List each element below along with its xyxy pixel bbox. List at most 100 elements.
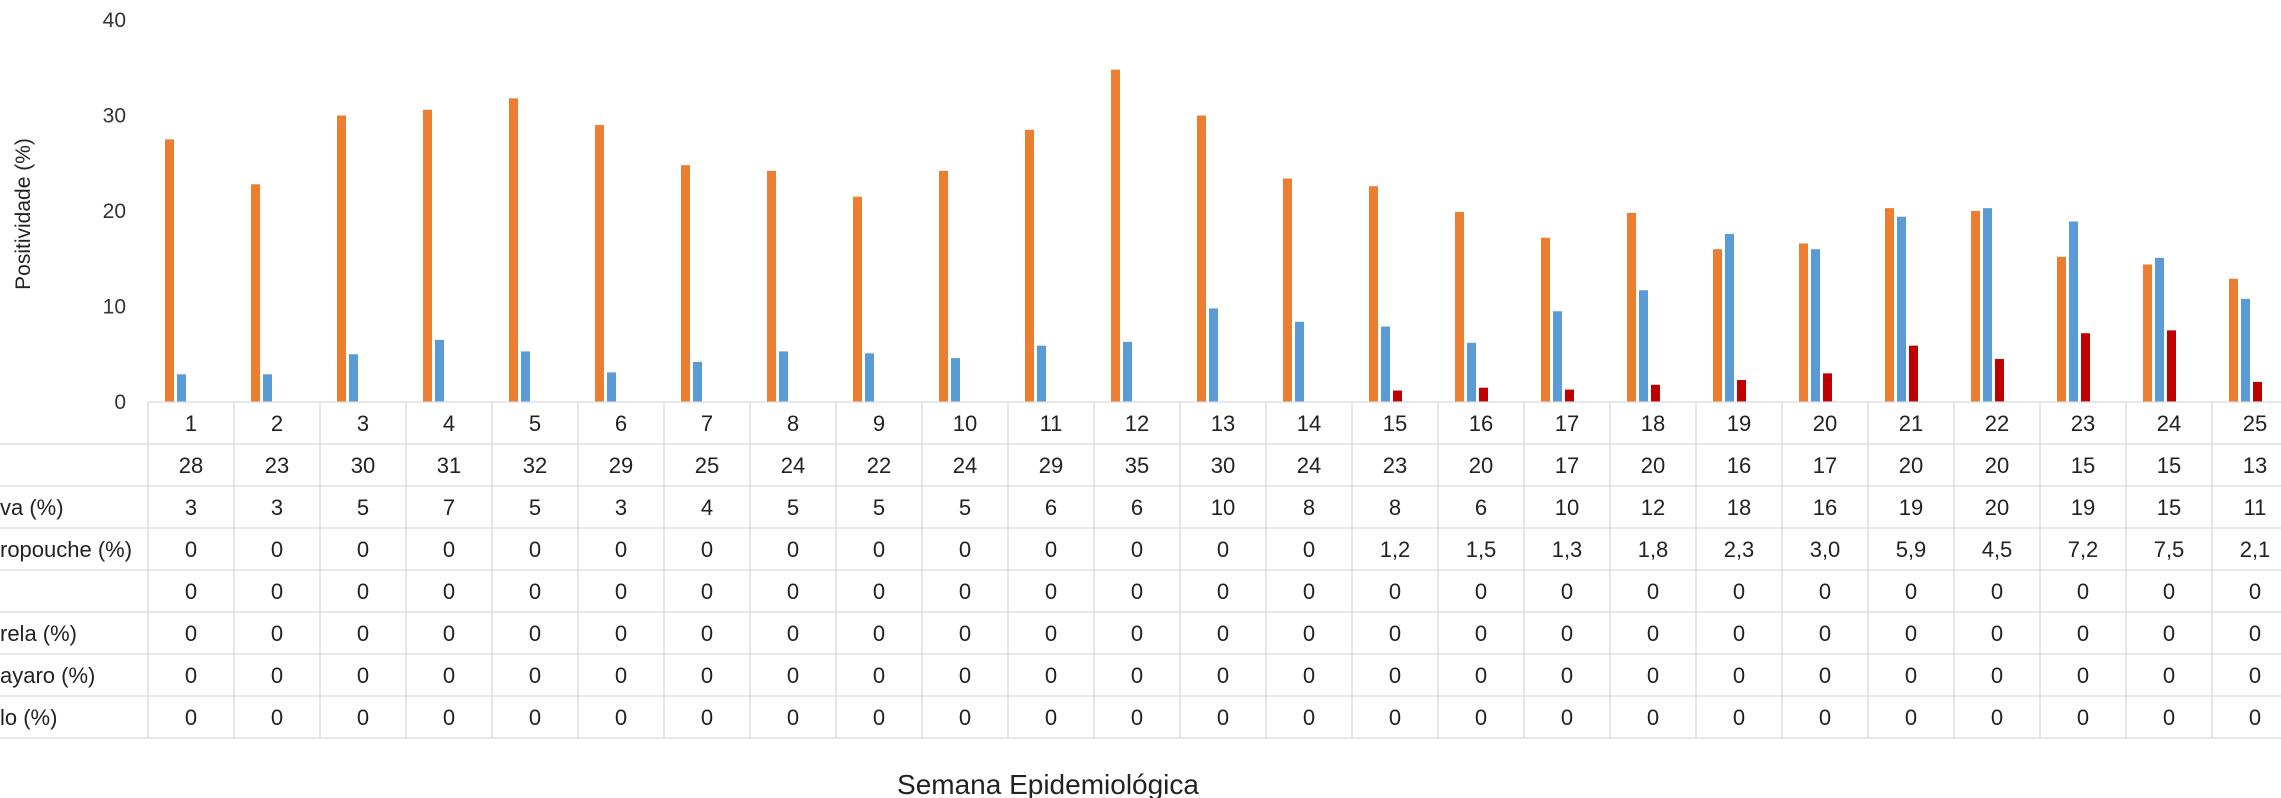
bar-s0-c19 (1713, 249, 1722, 402)
data-label-s2-c13: 0 (1217, 537, 1229, 562)
bar-s0-c14 (1283, 178, 1292, 402)
data-label-s4-c7: 0 (701, 621, 713, 646)
bar-s0-c20 (1799, 243, 1808, 402)
row-label-4: rela (%) (0, 621, 77, 646)
x-tick-label-19: 19 (1727, 411, 1751, 436)
data-label-s5-c9: 0 (873, 663, 885, 688)
data-label-s6-c21: 0 (1905, 705, 1917, 730)
bar-s0-c15 (1369, 186, 1378, 402)
data-label-s2-c8: 0 (787, 537, 799, 562)
data-label-s4-c4: 0 (443, 621, 455, 646)
x-tick-label-7: 7 (701, 411, 713, 436)
data-label-s6-c10: 0 (959, 705, 971, 730)
bar-s0-c18 (1627, 212, 1636, 402)
data-label-s1-c23: 19 (2071, 495, 2095, 520)
x-tick-label-20: 20 (1813, 411, 1837, 436)
data-label-s5-c12: 0 (1131, 663, 1143, 688)
data-label-s2-c5: 0 (529, 537, 541, 562)
bar-s0-c5 (509, 98, 518, 402)
data-label-s1-c18: 12 (1641, 495, 1665, 520)
data-label-s4-c16: 0 (1475, 621, 1487, 646)
x-tick-label-4: 4 (443, 411, 455, 436)
data-label-s6-c14: 0 (1303, 705, 1315, 730)
bar-s0-c1 (165, 139, 174, 402)
x-tick-label-9: 9 (873, 411, 885, 436)
bar-s2-c22 (1995, 359, 2004, 402)
data-label-s6-c15: 0 (1389, 705, 1401, 730)
bar-s0-c3 (337, 115, 346, 402)
data-label-s6-c22: 0 (1991, 705, 2003, 730)
bar-s2-c21 (1909, 345, 1918, 402)
data-label-s5-c21: 0 (1905, 663, 1917, 688)
data-label-s2-c2: 0 (271, 537, 283, 562)
data-label-s2-c14: 0 (1303, 537, 1315, 562)
data-label-s5-c13: 0 (1217, 663, 1229, 688)
data-label-s5-c15: 0 (1389, 663, 1401, 688)
x-tick-label-21: 21 (1899, 411, 1923, 436)
x-tick-label-2: 2 (271, 411, 283, 436)
data-label-s4-c25: 0 (2249, 621, 2261, 646)
data-label-s4-c20: 0 (1819, 621, 1831, 646)
bar-s0-c24 (2143, 264, 2152, 402)
data-label-s4-c8: 0 (787, 621, 799, 646)
data-label-s6-c8: 0 (787, 705, 799, 730)
data-label-s5-c25: 0 (2249, 663, 2261, 688)
data-label-s1-c9: 5 (873, 495, 885, 520)
data-label-s6-c23: 0 (2077, 705, 2089, 730)
data-label-s1-c5: 5 (529, 495, 541, 520)
data-label-s1-c24: 15 (2157, 495, 2181, 520)
data-label-s2-c19: 2,3 (1724, 537, 1755, 562)
data-label-s5-c5: 0 (529, 663, 541, 688)
data-label-s1-c6: 3 (615, 495, 627, 520)
data-label-s4-c15: 0 (1389, 621, 1401, 646)
x-tick-label-17: 17 (1555, 411, 1579, 436)
data-label-s5-c17: 0 (1561, 663, 1573, 688)
data-label-s3-c21: 0 (1905, 579, 1917, 604)
data-label-s5-c16: 0 (1475, 663, 1487, 688)
data-label-s3-c15: 0 (1389, 579, 1401, 604)
data-label-s2-c10: 0 (959, 537, 971, 562)
x-tick-label-11: 11 (1040, 411, 1063, 436)
bar-s0-c4 (423, 109, 432, 403)
x-tick-label-23: 23 (2071, 411, 2095, 436)
bar-s2-c17 (1565, 389, 1574, 402)
bar-s2-c19 (1737, 380, 1746, 402)
data-label-s4-c2: 0 (271, 621, 283, 646)
bar-s1-c10 (951, 358, 960, 402)
data-label-s5-c2: 0 (271, 663, 283, 688)
data-label-s3-c10: 0 (959, 579, 971, 604)
bar-s1-c9 (865, 353, 874, 402)
data-label-s6-c12: 0 (1131, 705, 1143, 730)
data-label-s0-c5: 32 (523, 453, 547, 478)
data-label-s6-c17: 0 (1561, 705, 1573, 730)
data-label-s0-c13: 30 (1211, 453, 1235, 478)
data-label-s4-c14: 0 (1303, 621, 1315, 646)
x-tick-label-10: 10 (953, 411, 977, 436)
bar-s1-c12 (1123, 341, 1132, 402)
data-label-s2-c7: 0 (701, 537, 713, 562)
data-label-s5-c8: 0 (787, 663, 799, 688)
data-label-s2-c15: 1,2 (1380, 537, 1411, 562)
data-label-s5-c22: 0 (1991, 663, 2003, 688)
data-label-s0-c25: 13 (2243, 453, 2267, 478)
x-tick-label-1: 1 (185, 411, 197, 436)
bar-s1-c18 (1639, 290, 1648, 402)
data-label-s4-c12: 0 (1131, 621, 1143, 646)
y-tick-label-1: 10 (103, 296, 126, 319)
data-label-s1-c19: 18 (1727, 495, 1751, 520)
data-label-s1-c21: 19 (1899, 495, 1923, 520)
data-label-s1-c4: 7 (443, 495, 455, 520)
data-label-s1-c13: 10 (1211, 495, 1235, 520)
data-label-s6-c18: 0 (1647, 705, 1659, 730)
x-tick-label-3: 3 (357, 411, 369, 436)
data-label-s4-c10: 0 (959, 621, 971, 646)
bar-s0-c25 (2229, 278, 2238, 402)
data-label-s6-c20: 0 (1819, 705, 1831, 730)
data-label-s2-c11: 0 (1045, 537, 1057, 562)
data-label-s3-c9: 0 (873, 579, 885, 604)
data-label-s0-c8: 24 (781, 453, 805, 478)
data-label-s5-c24: 0 (2163, 663, 2175, 688)
x-tick-label-15: 15 (1383, 411, 1407, 436)
data-label-s2-c4: 0 (443, 537, 455, 562)
data-label-s2-c22: 4,5 (1982, 537, 2013, 562)
